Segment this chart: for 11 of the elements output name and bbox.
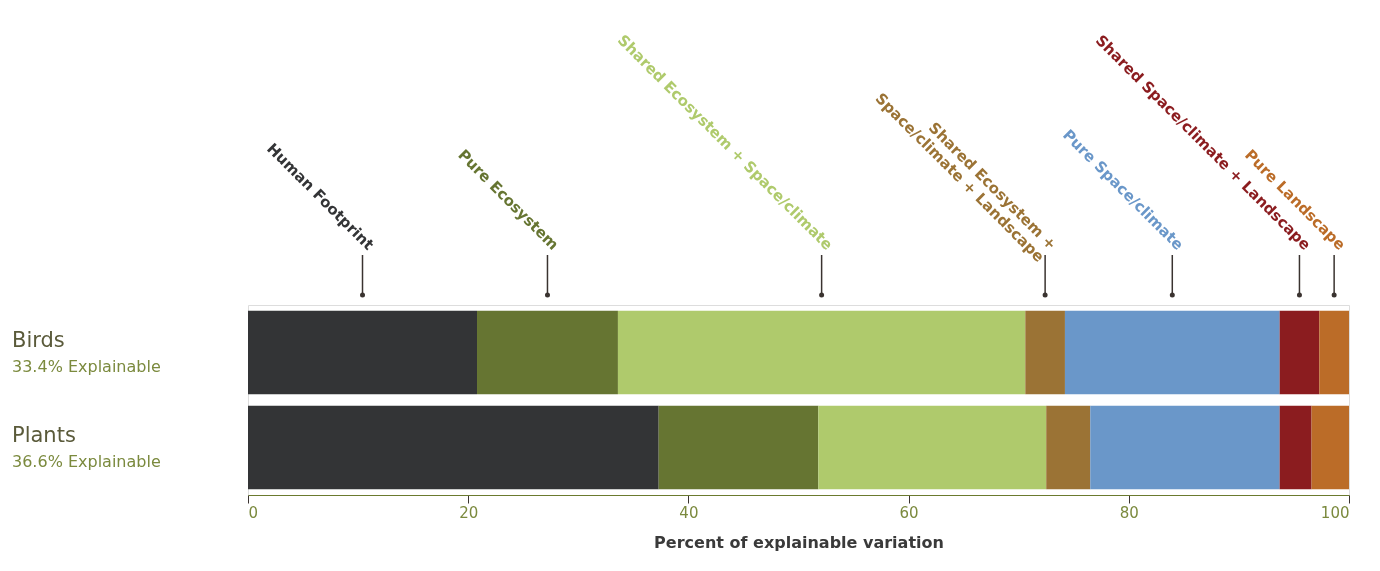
text: 33.4% Explainable: [12, 356, 161, 376]
x-axis-title: Percent of explainable variation: [654, 532, 944, 552]
text: 36.6% Explainable: [12, 451, 161, 471]
x-tick-label: 80: [1119, 503, 1139, 522]
y-tick-label: Plants: [12, 422, 76, 447]
x-tick-label: 40: [679, 503, 699, 522]
y-tick-label: Birds: [12, 327, 65, 352]
x-tick-label: 100: [1320, 503, 1350, 522]
x-tick-label: 0: [248, 503, 259, 522]
x-tick-label: 20: [459, 503, 479, 522]
x-tick-label: 60: [899, 503, 919, 522]
